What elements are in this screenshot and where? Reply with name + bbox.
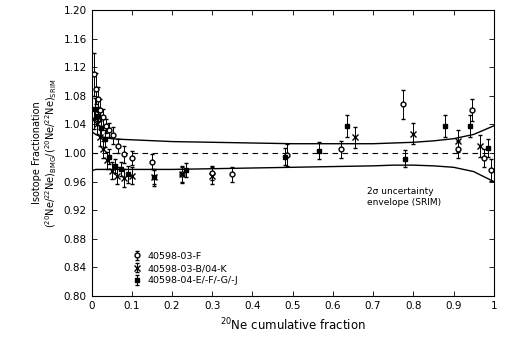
X-axis label: $^{20}$Ne cumulative fraction: $^{20}$Ne cumulative fraction — [220, 316, 365, 333]
Text: 2σ uncertainty
envelope (SRIM): 2σ uncertainty envelope (SRIM) — [367, 187, 441, 207]
Y-axis label: Isotope Fractionation
($^{20}$Ne/$^{22}$Ne)$_{\rm BMG}$/($^{20}$Ne/$^{22}$Ne)$_{: Isotope Fractionation ($^{20}$Ne/$^{22}$… — [32, 79, 60, 227]
Legend: 40598-03-F, 40598-03-B/04-K, 40598-04-E/-F/-G/-J: 40598-03-F, 40598-03-B/04-K, 40598-04-E/… — [128, 249, 241, 288]
